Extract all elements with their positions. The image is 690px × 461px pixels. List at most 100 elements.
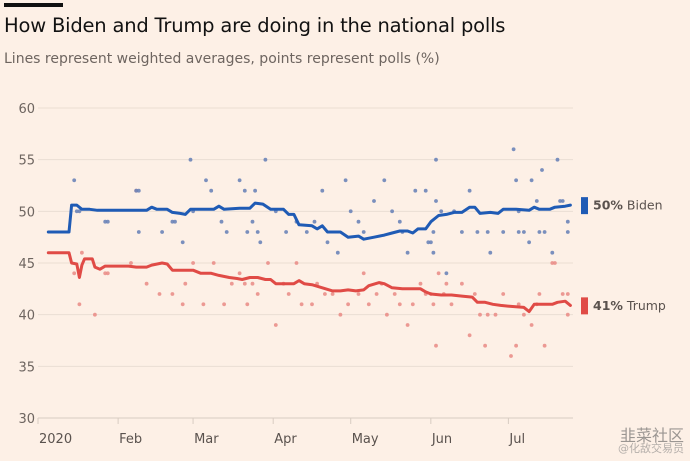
biden-poll-point xyxy=(372,199,376,203)
trump-poll-point xyxy=(516,302,521,307)
biden-poll-point xyxy=(555,157,560,162)
x-tick-label: Mar xyxy=(194,432,219,447)
trump-poll-point xyxy=(522,312,526,317)
trump-poll-point xyxy=(434,343,438,348)
biden-average-line xyxy=(46,201,572,241)
biden-poll-point xyxy=(325,240,330,245)
trump-poll-point xyxy=(467,333,472,338)
trump-end-name: Trump xyxy=(623,298,666,313)
trump-poll-point xyxy=(273,323,278,327)
biden-poll-point xyxy=(245,230,250,234)
trump-poll-point xyxy=(493,312,498,317)
trump-end-label: 41% Trump xyxy=(593,298,666,313)
biden-poll-point xyxy=(312,219,317,224)
trump-poll-point xyxy=(431,302,436,307)
biden-poll-point xyxy=(540,168,544,172)
biden-poll-point xyxy=(565,230,570,234)
biden-poll-point xyxy=(485,230,490,234)
x-tick-label: Feb xyxy=(119,432,142,447)
x-tick-label: May xyxy=(352,432,379,447)
trump-poll-point xyxy=(299,302,304,307)
biden-poll-point xyxy=(558,199,562,203)
trump-poll-point xyxy=(222,302,227,307)
trump-poll-point xyxy=(144,281,149,286)
trump-poll-point xyxy=(77,302,82,307)
biden-poll-point xyxy=(348,209,353,214)
trump-poll-point xyxy=(211,261,216,265)
biden-poll-point xyxy=(405,250,410,255)
biden-poll-point xyxy=(423,188,428,193)
biden-poll-point xyxy=(224,230,229,234)
trump-poll-point xyxy=(245,302,250,307)
biden-poll-point xyxy=(475,230,480,234)
y-tick-label: 60 xyxy=(18,102,35,117)
trump-poll-point xyxy=(201,302,206,307)
biden-poll-point xyxy=(560,199,565,203)
trump-poll-point xyxy=(483,343,487,348)
end-labels: 41% Trump 50% Biden xyxy=(581,197,666,315)
biden-end-label: 50% Biden xyxy=(593,198,663,213)
trump-poll-point xyxy=(191,261,196,265)
y-axis: 30 35 40 45 50 55 60 xyxy=(18,102,35,427)
trump-poll-point xyxy=(294,261,299,265)
trump-poll-point xyxy=(392,292,397,296)
trump-poll-point xyxy=(501,292,506,296)
biden-poll-point xyxy=(431,230,436,234)
trump-poll-point xyxy=(356,292,361,296)
x-tick-label: Jun xyxy=(431,432,452,447)
biden-poll-point xyxy=(77,209,82,214)
trump-label-swatch xyxy=(581,297,588,315)
trump-average-line xyxy=(46,251,572,314)
biden-poll-point xyxy=(426,240,431,245)
trump-poll-point xyxy=(183,281,188,286)
biden-poll-point xyxy=(467,188,472,193)
biden-label-swatch xyxy=(581,197,588,215)
y-tick-label: 45 xyxy=(18,257,35,272)
x-tick-label: Apr xyxy=(274,432,297,447)
trump-poll-point xyxy=(255,292,260,296)
trump-poll-point xyxy=(242,281,247,286)
biden-poll-point xyxy=(258,240,263,245)
trump-poll-point xyxy=(250,281,255,286)
biden-poll-point xyxy=(72,178,77,183)
trump-poll-point xyxy=(229,281,234,286)
biden-poll-point xyxy=(209,188,214,193)
biden-poll-point xyxy=(534,199,539,203)
trump-poll-point xyxy=(72,271,77,276)
biden-poll-point xyxy=(263,157,268,162)
trump-poll-point xyxy=(338,312,343,317)
trump-poll-point xyxy=(418,281,423,286)
biden-poll-point xyxy=(434,199,438,203)
biden-poll-point xyxy=(170,219,175,224)
trump-poll-point xyxy=(80,250,84,255)
biden-poll-point xyxy=(160,230,165,234)
trump-poll-point xyxy=(565,312,570,317)
biden-poll-point xyxy=(439,209,444,214)
biden-poll-point xyxy=(356,219,361,224)
biden-poll-point xyxy=(361,230,366,234)
trump-poll-point xyxy=(374,292,379,296)
trump-poll-point xyxy=(529,323,534,327)
biden-poll-point xyxy=(335,250,340,255)
trump-poll-point xyxy=(553,261,557,265)
trump-poll-point xyxy=(478,312,482,317)
biden-poll-point xyxy=(444,271,449,276)
biden-poll-point xyxy=(397,219,402,224)
trump-poll-point xyxy=(105,271,110,276)
biden-poll-point xyxy=(413,188,418,193)
biden-poll-point xyxy=(134,188,139,193)
poll-points xyxy=(72,147,570,358)
trump-poll-point xyxy=(237,271,242,276)
x-tick-label: 2020 xyxy=(39,432,72,447)
trump-poll-point xyxy=(286,292,291,296)
biden-poll-point xyxy=(242,188,247,193)
trump-poll-point xyxy=(346,302,350,307)
biden-poll-point xyxy=(105,219,110,224)
trump-poll-point xyxy=(397,302,402,307)
watermark: 韭菜社区 @化敌交易员 xyxy=(618,428,684,456)
average-lines xyxy=(46,201,572,314)
y-tick-label: 55 xyxy=(18,154,35,169)
trump-poll-point xyxy=(514,343,518,348)
trump-poll-point xyxy=(550,261,555,265)
biden-end-value: 50% xyxy=(593,198,623,213)
